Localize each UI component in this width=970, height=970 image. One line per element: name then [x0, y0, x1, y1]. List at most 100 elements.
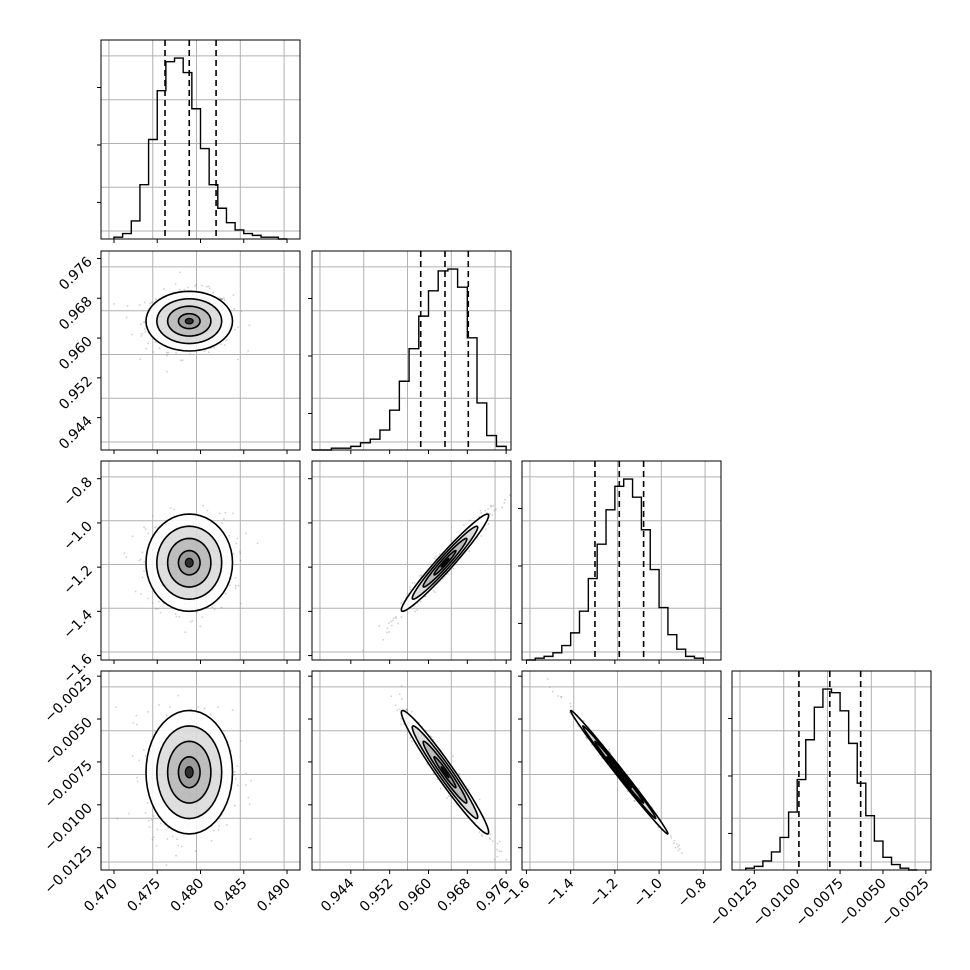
- sample-point: [166, 837, 169, 840]
- sample-point: [245, 772, 248, 775]
- sample-point: [201, 616, 204, 619]
- sample-point: [496, 842, 499, 845]
- sample-point: [177, 694, 180, 697]
- x-tick-label: 0.952: [357, 876, 397, 916]
- sample-point: [179, 359, 182, 362]
- sample-point: [139, 358, 142, 360]
- sample-point: [489, 838, 492, 841]
- sample-point: [144, 528, 147, 530]
- sample-point: [154, 341, 157, 343]
- sample-point: [232, 294, 235, 297]
- sample-point: [144, 755, 147, 757]
- sample-point: [673, 842, 675, 845]
- sample-point: [505, 858, 508, 861]
- sample-point: [586, 737, 588, 740]
- sample-point: [424, 595, 427, 598]
- sample-point: [488, 837, 491, 840]
- sample-point: [191, 619, 194, 622]
- density-peak: [184, 766, 194, 779]
- contour-panel-1-2: [308, 460, 512, 664]
- contour-panel-0-2: −1.6−1.4−1.2−1.0−0.8: [60, 460, 301, 686]
- sample-point: [493, 858, 496, 861]
- sample-point: [236, 537, 239, 540]
- sample-point: [177, 844, 180, 847]
- sample-point: [143, 328, 146, 330]
- sample-point: [443, 576, 446, 578]
- sample-point: [673, 839, 676, 842]
- sample-point: [220, 606, 223, 609]
- sample-point: [147, 710, 150, 713]
- sample-point: [197, 705, 200, 708]
- sample-point: [208, 287, 211, 290]
- sample-point: [546, 678, 549, 681]
- x-tick-label: 0.480: [168, 876, 208, 916]
- sample-point: [418, 575, 421, 577]
- sample-point: [142, 321, 145, 324]
- y-tick-label: −0.8: [60, 474, 95, 509]
- sample-point: [478, 831, 481, 833]
- x-tick-label: 0.485: [211, 876, 251, 916]
- sample-point: [138, 759, 141, 762]
- sample-point: [398, 693, 401, 696]
- sample-point: [143, 301, 146, 304]
- sample-point: [236, 326, 239, 328]
- sample-point: [139, 558, 142, 561]
- sample-point: [245, 784, 247, 786]
- sample-point: [419, 600, 422, 603]
- sample-point: [199, 625, 202, 628]
- sample-point: [195, 283, 197, 286]
- sample-point: [173, 508, 175, 511]
- density-peak: [440, 557, 450, 568]
- sample-point: [143, 526, 146, 528]
- sample-point: [148, 826, 151, 828]
- sample-point: [397, 622, 400, 625]
- sample-point: [175, 854, 177, 857]
- sample-point: [501, 506, 503, 509]
- contour-panel-2-3: −1.6 −1.4 −1.2 −1.0 −0.8: [498, 670, 722, 911]
- sample-point: [175, 352, 177, 354]
- sample-point: [207, 351, 210, 354]
- sample-point: [462, 524, 465, 527]
- sample-point: [212, 829, 215, 832]
- sample-point: [218, 297, 221, 300]
- sample-point: [213, 346, 215, 349]
- sample-point: [195, 611, 198, 613]
- sample-point: [401, 698, 403, 700]
- sample-point: [184, 631, 187, 634]
- sample-point: [247, 349, 250, 352]
- sample-point: [150, 301, 153, 304]
- sample-point: [492, 504, 495, 507]
- sample-point: [678, 844, 681, 847]
- sample-point: [141, 576, 144, 579]
- y-tick-label: −1.4: [60, 607, 95, 642]
- sample-point: [141, 551, 144, 554]
- sample-point: [171, 835, 174, 838]
- x-tick-label: 0.490: [254, 876, 294, 916]
- sample-point: [203, 707, 206, 710]
- sample-point: [400, 685, 403, 688]
- sample-point: [478, 798, 481, 801]
- sample-point: [144, 330, 147, 333]
- sample-point: [143, 570, 145, 573]
- sample-point: [218, 824, 221, 827]
- sample-point: [669, 834, 672, 837]
- sample-point: [452, 567, 455, 570]
- sample-point: [416, 609, 419, 611]
- sample-point: [233, 307, 236, 310]
- contour-panel-1-3: 0.944 0.952 0.960 0.968 0.976: [308, 670, 513, 916]
- sample-point: [206, 509, 209, 512]
- density-peak: [614, 765, 625, 779]
- y-tick-label: −1.2: [60, 563, 95, 598]
- sample-point: [223, 344, 226, 347]
- sample-point: [225, 339, 228, 342]
- x-tick-label: −1.0: [631, 876, 666, 911]
- sample-point: [237, 584, 240, 587]
- sample-point: [162, 287, 165, 290]
- x-tick-label: 0.475: [124, 876, 164, 916]
- sample-point: [150, 818, 153, 821]
- sample-point: [256, 542, 259, 545]
- sample-point: [405, 708, 408, 711]
- sample-point: [382, 638, 385, 641]
- sample-point: [468, 550, 471, 553]
- sample-point: [557, 695, 560, 697]
